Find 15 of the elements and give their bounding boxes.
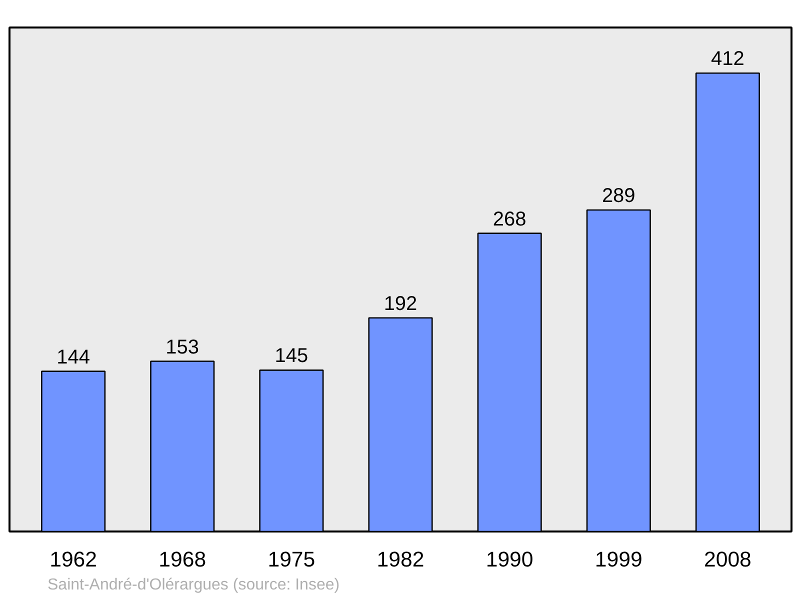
text: Saint-André-d'Olérargues (source: Insee)	[48, 576, 340, 594]
x-tick-label: 1999	[594, 548, 642, 572]
x-tick-label: 2008	[704, 548, 752, 572]
x-tick-label: 1962	[50, 548, 98, 572]
data-label: 268	[492, 208, 526, 230]
x-tick-label: 1968	[158, 548, 206, 572]
data-label: 412	[711, 48, 744, 70]
data-label: 145	[274, 345, 308, 368]
data-label: 153	[166, 336, 200, 358]
x-tick-label: 1990	[486, 548, 534, 572]
x-tick-label: 1982	[376, 548, 424, 572]
data-label: 144	[56, 346, 90, 368]
data-label: 289	[602, 184, 636, 207]
x-tick-label: 1975	[268, 548, 316, 572]
data-label: 192	[384, 292, 418, 315]
